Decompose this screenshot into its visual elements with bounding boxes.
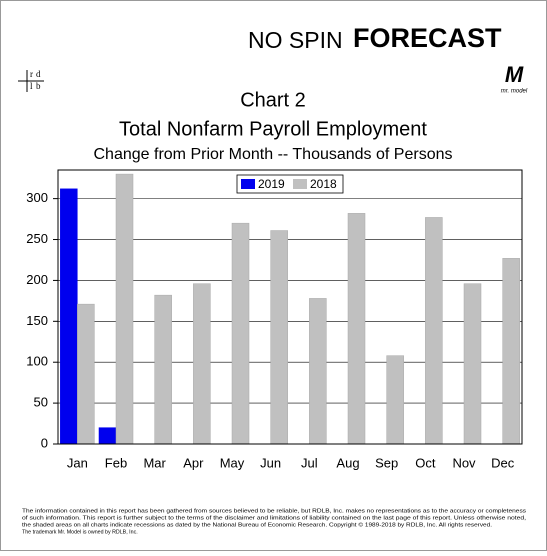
rdlb-logo: r d l b	[18, 69, 44, 92]
brand-left: NO SPIN	[248, 27, 343, 53]
chart-subtitle: Total Nonfarm Payroll Employment	[119, 118, 427, 140]
bar	[98, 427, 117, 445]
footer: The information contained in this report…	[22, 508, 526, 535]
footer-line: The trademark Mr. Model is owned by RDLB…	[22, 529, 138, 535]
x-tick-label: Aug	[336, 455, 359, 470]
chart-subtitle: Change from Prior Month -- Thousands of …	[94, 146, 453, 163]
bar	[502, 258, 520, 445]
plot-area	[58, 170, 522, 444]
y-tick-label: 150	[26, 313, 48, 328]
bar	[347, 213, 366, 445]
y-tick-label: 0	[41, 435, 48, 450]
bar	[270, 230, 288, 445]
plot: 0 50 100 150 200 250 300 Jan Feb Mar Apr May Jun Jul A…	[26, 169, 523, 470]
x-tick-label: May	[220, 455, 245, 470]
model-mark: M	[505, 62, 524, 87]
plot-frame	[57, 169, 523, 445]
footer-line: the shaded areas on all charts indicate …	[22, 521, 492, 528]
y-tick-label: 300	[26, 190, 48, 205]
x-tick-label: Sep	[375, 455, 398, 470]
legend-label: 2019	[258, 177, 285, 191]
bar	[425, 217, 443, 445]
x-tick-label: Jan	[67, 455, 88, 470]
y-tick-label: 100	[26, 354, 48, 369]
y-tick-label: 200	[26, 272, 48, 287]
x-tick-label: Jun	[260, 455, 281, 470]
chart-title: Chart 2	[240, 89, 306, 111]
y-tick-label: 50	[34, 395, 48, 410]
x-tick-label: Feb	[105, 455, 127, 470]
legend-swatch	[293, 179, 307, 189]
bar	[309, 298, 327, 445]
bar	[77, 303, 95, 445]
logo-letter: r	[30, 69, 33, 79]
y-tick-label: 250	[26, 231, 48, 246]
logo-letter: l	[30, 81, 33, 91]
legend-box	[236, 174, 344, 194]
x-tick-label: Jul	[301, 455, 318, 470]
x-tick-label: Dec	[491, 455, 515, 470]
x-tick-label: Mar	[143, 455, 166, 470]
legend-swatch	[241, 179, 255, 189]
logo-letter: d	[36, 69, 41, 79]
bar	[463, 283, 482, 445]
brand-right: FORECAST	[353, 23, 502, 53]
bar	[154, 294, 172, 445]
footer-line: The information contained in this report…	[22, 508, 526, 514]
x-tick-label: Nov	[452, 455, 476, 470]
bar	[386, 355, 404, 445]
legend-label: 2018	[310, 177, 337, 191]
logo-letter: b	[36, 81, 41, 91]
bar	[115, 173, 134, 445]
x-tick-label: Oct	[415, 455, 436, 470]
footer-line: of such information. This report is furt…	[22, 515, 526, 521]
bar	[231, 222, 250, 445]
bar	[193, 283, 211, 445]
x-tick-label: Apr	[183, 455, 204, 470]
model-caption: mr. model	[501, 89, 528, 95]
bar	[60, 188, 78, 445]
